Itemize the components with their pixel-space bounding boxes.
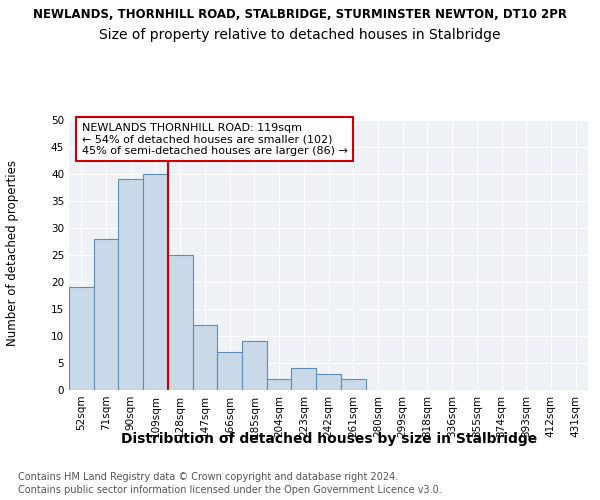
Text: Contains public sector information licensed under the Open Government Licence v3: Contains public sector information licen… (18, 485, 442, 495)
Bar (193, 325, 217, 390)
Text: Distribution of detached houses by size in Stalbridge: Distribution of detached houses by size … (121, 432, 537, 446)
Bar (242, 342, 267, 390)
Bar (94, 239, 118, 390)
Bar (316, 374, 341, 390)
Text: Size of property relative to detached houses in Stalbridge: Size of property relative to detached ho… (99, 28, 501, 42)
Bar (292, 368, 316, 390)
Bar (69, 288, 94, 390)
Bar (217, 352, 242, 390)
Bar (168, 255, 193, 390)
Text: Contains HM Land Registry data © Crown copyright and database right 2024.: Contains HM Land Registry data © Crown c… (18, 472, 398, 482)
Text: NEWLANDS, THORNHILL ROAD, STALBRIDGE, STURMINSTER NEWTON, DT10 2PR: NEWLANDS, THORNHILL ROAD, STALBRIDGE, ST… (33, 8, 567, 20)
Bar (118, 180, 143, 390)
Text: NEWLANDS THORNHILL ROAD: 119sqm
← 54% of detached houses are smaller (102)
45% o: NEWLANDS THORNHILL ROAD: 119sqm ← 54% of… (82, 122, 348, 156)
Bar (143, 174, 168, 390)
Bar (267, 379, 292, 390)
Text: Number of detached properties: Number of detached properties (6, 160, 19, 346)
Bar (341, 379, 365, 390)
